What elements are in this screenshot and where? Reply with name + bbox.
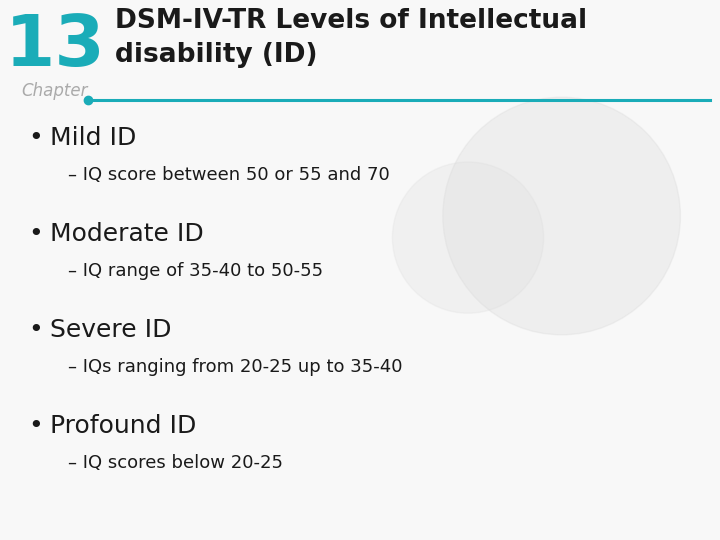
- Circle shape: [443, 97, 680, 335]
- Text: DSM-IV-TR Levels of Intellectual: DSM-IV-TR Levels of Intellectual: [115, 8, 587, 34]
- Text: •: •: [28, 318, 42, 342]
- Text: Severe ID: Severe ID: [50, 318, 171, 342]
- Text: disability (ID): disability (ID): [115, 42, 318, 68]
- Text: Moderate ID: Moderate ID: [50, 222, 204, 246]
- Text: – IQ range of 35-40 to 50-55: – IQ range of 35-40 to 50-55: [68, 262, 323, 280]
- Text: •: •: [28, 126, 42, 150]
- Text: 13: 13: [4, 12, 105, 81]
- Text: Mild ID: Mild ID: [50, 126, 136, 150]
- Text: •: •: [28, 222, 42, 246]
- Text: •: •: [28, 414, 42, 438]
- Text: – IQs ranging from 20-25 up to 35-40: – IQs ranging from 20-25 up to 35-40: [68, 358, 402, 376]
- Text: – IQ scores below 20-25: – IQ scores below 20-25: [68, 454, 283, 472]
- Circle shape: [392, 162, 544, 313]
- Text: – IQ score between 50 or 55 and 70: – IQ score between 50 or 55 and 70: [68, 166, 390, 184]
- Text: Chapter: Chapter: [22, 82, 89, 100]
- Text: Profound ID: Profound ID: [50, 414, 197, 438]
